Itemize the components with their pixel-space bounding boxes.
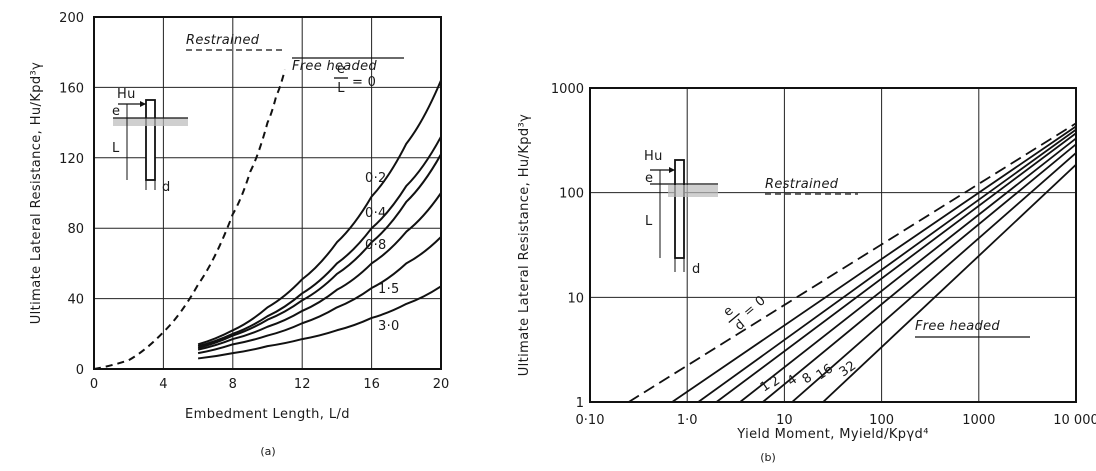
inset-label-e: e [112, 104, 120, 119]
pile-shaft [674, 159, 685, 259]
panel-b-series-e-over-d-0 [671, 125, 1076, 402]
panel-b-caption: (b) [760, 451, 776, 464]
panel-a-curves [94, 69, 441, 369]
panel-a-free-headed-label: Free headed [292, 59, 377, 74]
panel-a-y-tick-label: 40 [67, 293, 84, 308]
inset-label-e: e [645, 171, 653, 186]
panel-b-frame [589, 87, 1077, 403]
panel-b-frac-d: d [732, 317, 748, 334]
panel-b-series-e-over-d-8 [762, 143, 1076, 402]
panel-b-x-tick-label: 1000 [962, 413, 995, 428]
panel-a-x-tick-label: 8 [229, 377, 237, 392]
panel-b: 0·10 1·0 10 100 1000 10 000 1 10 100 1000 Yield Mo… [517, 82, 1096, 464]
panel-a-y-tick-label: 200 [59, 11, 84, 26]
panel-b-x-tick-label: 1·0 [677, 413, 698, 428]
panel-a-curve-label: 1·5 [378, 282, 400, 297]
panel-b-free-headed-label: Free headed [915, 319, 1000, 334]
panel-a-y-tick-label: 80 [67, 222, 84, 237]
panel-b-curves [628, 122, 1076, 402]
panel-a-y-tick-label: 120 [59, 152, 84, 167]
panel-b-series-e-over-d-2 [715, 132, 1076, 402]
panel-b-curve-label: 4 [785, 372, 801, 389]
panel-b-x-tick-label: 10 000 [1053, 413, 1096, 428]
panel-a-frac-e: e [337, 62, 345, 77]
panel-b-y-tick-label: 1 [576, 396, 584, 411]
panel-b-series-restrained [628, 122, 1076, 402]
inset-label-hu: Hu [644, 149, 663, 164]
load-arrowhead [669, 167, 675, 173]
panel-a-y-axis-title: Ultimate Lateral Resistance, Hu/Kpd³γ [29, 62, 44, 325]
panel-b-curve-label: 32 [837, 358, 860, 380]
panel-b-x-axis-title: Yield Moment, Myield/Kpγd⁴ [736, 427, 929, 442]
panel-a-series-e-over-L-3-0 [197, 285, 441, 360]
panel-a-series-e-over-L-0-2 [197, 136, 441, 348]
panel-a-series-e-over-L-0 [197, 79, 441, 346]
panel-b-x-tick-label: 10 [776, 413, 793, 428]
panel-a-frac-L: L [337, 81, 345, 96]
inset-label-hu: Hu [117, 87, 136, 102]
panel-b-pile-inset: Hu e Ld [644, 149, 718, 277]
panel-a-curve-label: 0·8 [365, 238, 387, 253]
soil-surface-hatch [113, 118, 188, 126]
panel-b-series-e-over-d-4 [739, 137, 1076, 402]
panel-b-grid [590, 88, 1076, 402]
panel-b-frac: ed= 0 [721, 293, 769, 334]
panel-a-curve-label: 0·2 [365, 171, 387, 186]
inset-label-l: L [645, 214, 653, 229]
panel-a-curve-label: 0·4 [365, 206, 387, 221]
panel-b-series-e-over-d-32 [822, 164, 1076, 402]
panel-a-x-tick-label: 16 [363, 377, 380, 392]
panel-b-frac-bar [728, 313, 740, 324]
inset-label-d: d [692, 262, 701, 277]
panel-a-series-restrained [94, 69, 286, 369]
panel-a-x-tick-label: 4 [159, 377, 167, 392]
panel-a-series-e-over-L-0-8 [197, 192, 441, 351]
panel-a-x-tick-label: 20 [433, 377, 450, 392]
panel-a-x-tick-label: 12 [294, 377, 311, 392]
panel-b-y-tick-label: 100 [559, 187, 584, 202]
panel-b-y-tick-label: 1000 [551, 82, 584, 97]
panel-b-series-e-over-d-16 [791, 152, 1076, 402]
panel-a-pile-inset: Hu e Ld [112, 87, 188, 195]
panel-a-caption: (a) [260, 445, 275, 458]
panel-b-x-tick-label: 0·10 [576, 413, 605, 428]
panel-a-x-axis-title: Embedment Length, L/d [185, 407, 350, 422]
panel-a-series-e-over-L-0-4 [197, 153, 441, 349]
panel-a-x-tick-label: 0 [90, 377, 98, 392]
load-arrowhead [140, 101, 146, 107]
panel-b-restrained-label: Restrained [765, 177, 839, 192]
panel-a-y-tick-label: 160 [59, 81, 84, 96]
panel-b-x-tick-label: 100 [869, 413, 894, 428]
pile-shaft [145, 99, 156, 181]
panel-a-restrained-label: Restrained [186, 33, 260, 48]
inset-label-l: L [112, 141, 120, 156]
panel-b-y-tick-label: 10 [567, 291, 584, 306]
soil-surface-hatch [668, 185, 718, 197]
panel-a-curve-label: 3·0 [378, 319, 400, 334]
panel-b-series-e-over-d-1 [697, 128, 1076, 402]
panel-a-series-e-over-L-1-5 [197, 236, 441, 355]
inset-label-d: d [162, 180, 171, 195]
panel-a-frac-eq: = 0 [352, 75, 376, 90]
panel-b-y-axis-title: Ultimate Lateral Resistance, Hu/Kpd³γ [517, 114, 532, 377]
panel-a-y-tick-label: 0 [76, 363, 84, 378]
